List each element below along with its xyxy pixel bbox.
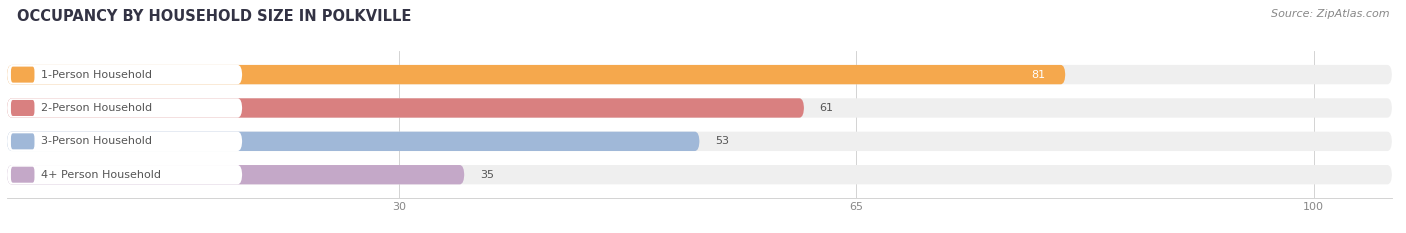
FancyBboxPatch shape [11,67,35,83]
FancyBboxPatch shape [11,167,35,183]
Text: 3-Person Household: 3-Person Household [41,136,152,146]
FancyBboxPatch shape [7,132,242,151]
FancyBboxPatch shape [7,98,1392,118]
FancyBboxPatch shape [11,100,35,116]
Text: 53: 53 [716,136,730,146]
FancyBboxPatch shape [7,65,242,84]
FancyBboxPatch shape [7,65,1066,84]
FancyBboxPatch shape [11,133,35,149]
FancyBboxPatch shape [7,132,700,151]
FancyBboxPatch shape [7,165,1392,184]
FancyBboxPatch shape [7,98,804,118]
Text: 1-Person Household: 1-Person Household [41,70,152,80]
FancyBboxPatch shape [7,65,1392,84]
FancyBboxPatch shape [7,98,242,118]
FancyBboxPatch shape [7,165,464,184]
Text: 81: 81 [1032,70,1046,80]
FancyBboxPatch shape [7,165,242,184]
Text: 61: 61 [820,103,834,113]
Text: 35: 35 [479,170,494,180]
FancyBboxPatch shape [7,132,1392,151]
Text: OCCUPANCY BY HOUSEHOLD SIZE IN POLKVILLE: OCCUPANCY BY HOUSEHOLD SIZE IN POLKVILLE [17,9,411,24]
Text: Source: ZipAtlas.com: Source: ZipAtlas.com [1271,9,1389,19]
Text: 2-Person Household: 2-Person Household [41,103,152,113]
Text: 4+ Person Household: 4+ Person Household [41,170,162,180]
